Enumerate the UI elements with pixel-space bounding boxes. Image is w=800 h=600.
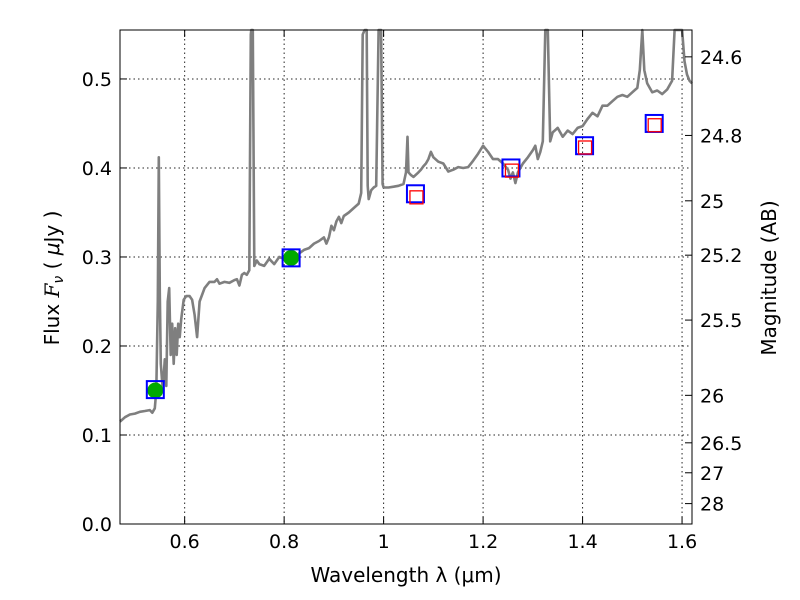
spectrum-line: [119, 28, 693, 423]
magnitude-tick-label: 24.8: [700, 125, 742, 147]
y-tick-label: 0.2: [82, 336, 112, 358]
upper-limit-square: [409, 190, 424, 205]
x-tick-label: 0.6: [170, 531, 200, 553]
magnitude-tick-label: 25.2: [700, 245, 742, 267]
y-tick-label: 0.0: [82, 514, 112, 536]
upper-limit-square: [504, 163, 520, 178]
magnitude-tick-label: 26.5: [700, 433, 742, 455]
magnitude-tick-label: 26: [700, 385, 724, 407]
x-tick-label: 1.2: [468, 531, 498, 553]
x-tick-label: 1.4: [567, 531, 597, 553]
grid: [120, 30, 692, 524]
spectrum-layer: [119, 28, 693, 423]
y-tick-label: 0.1: [82, 425, 112, 447]
photometry-point: [283, 249, 300, 266]
plot-frame: [119, 29, 693, 525]
upper-limit-square: [647, 118, 662, 133]
x-axis-label: Wavelength λ (μm): [310, 563, 501, 587]
magnitude-tick-label: 25: [700, 191, 724, 213]
x-tick-label: 1: [378, 531, 390, 553]
x-tick-label: 0.8: [269, 531, 299, 553]
axis-ticks: 0.6 0.8 1 1.2 1.4 1.6 0.0 0.1 0.2 0.3 0.4 0.5 24.6 24…: [82, 30, 742, 553]
upper-limit-square: [577, 140, 593, 155]
magnitude-tick-label: 25.5: [700, 310, 742, 332]
y-tick-label: 0.5: [82, 69, 112, 91]
y-tick-label: 0.3: [82, 247, 112, 269]
model-flux-square: [281, 248, 301, 268]
x-tick-label: 1.6: [667, 531, 697, 553]
magnitude-tick-label: 24.6: [700, 47, 742, 69]
plot-border: [119, 29, 693, 525]
y-axis-label: Flux Fν ( μJy ): [40, 211, 67, 346]
model-flux-square: [501, 158, 521, 178]
y-tick-label: 0.4: [82, 158, 112, 180]
right-axis-label: Magnitude (AB): [757, 200, 781, 355]
magnitude-tick-label: 28: [700, 494, 724, 516]
photometry-point: [147, 382, 164, 399]
photometry-layer: [145, 113, 664, 400]
model-flux-square: [145, 380, 165, 400]
magnitude-tick-label: 27: [700, 463, 724, 485]
model-flux-square: [405, 184, 425, 204]
